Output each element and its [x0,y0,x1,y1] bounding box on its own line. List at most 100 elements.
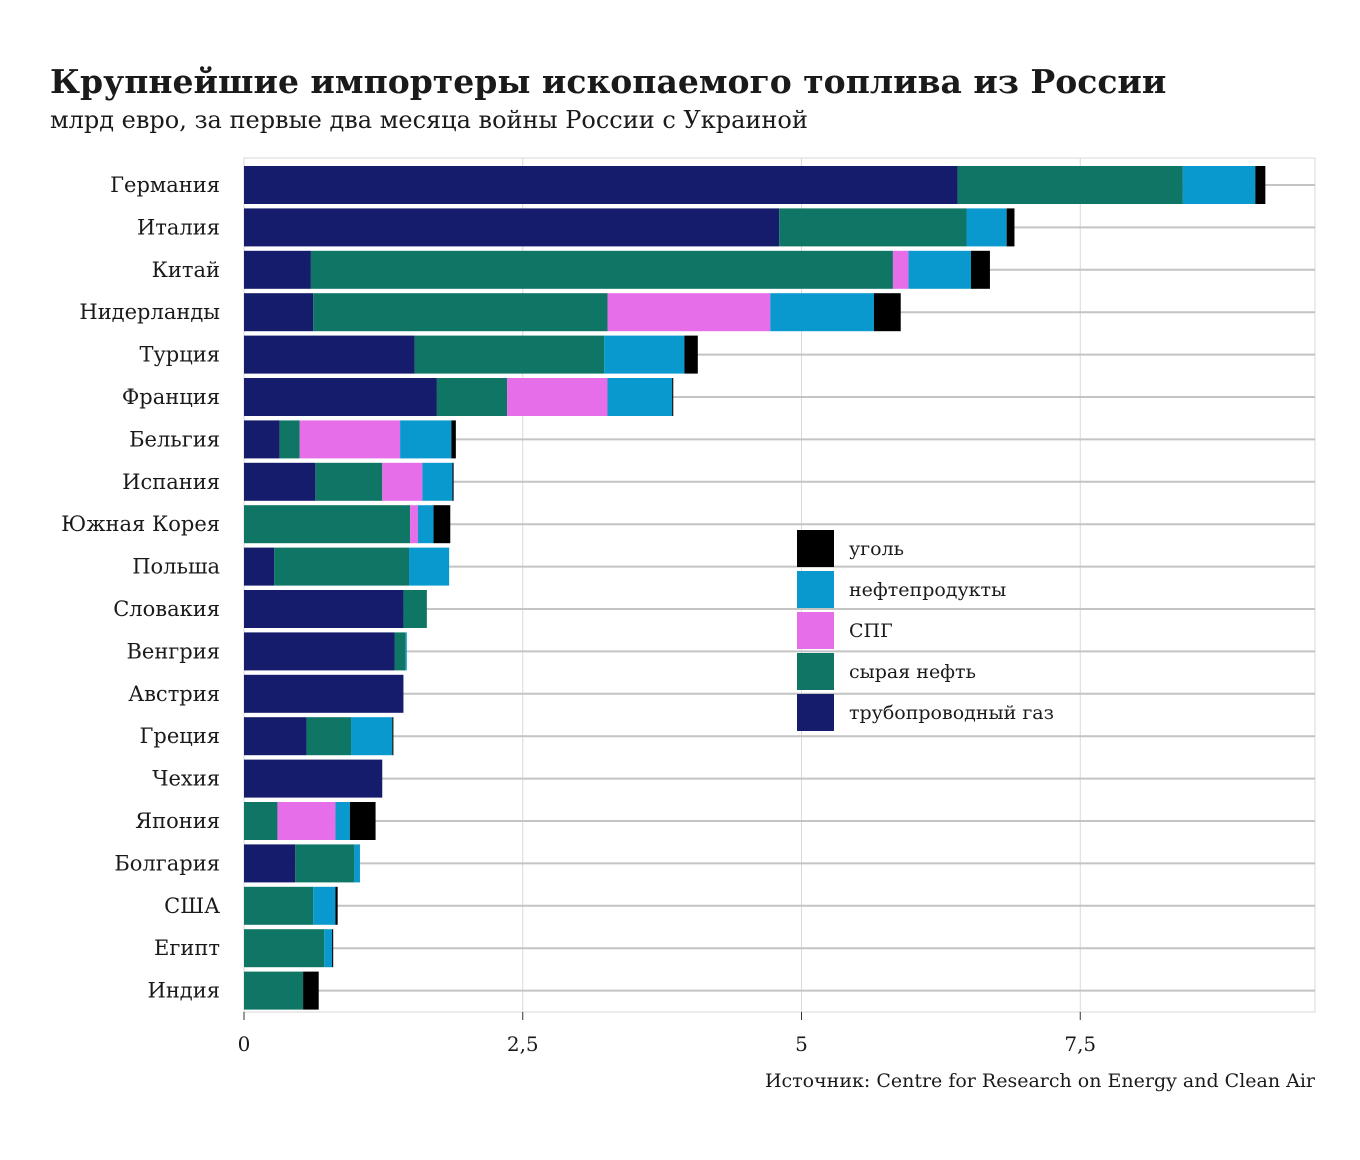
legend-swatch-crude [797,653,834,690]
legend-label-products: нефтепродукты [849,579,1006,601]
bar-segment-crude [436,378,508,416]
bar-segment-products [351,717,393,756]
category-label: Япония [135,809,220,833]
legend-label-lng: СПГ [849,620,893,642]
bar-segment-lng [892,250,909,289]
bar-segment-crude [394,632,406,671]
bar-segment-products [908,250,971,289]
bar-segment-products [400,420,452,459]
legend-label-pipeline: трубопроводный газ [849,702,1054,724]
bar-segment-pipeline [244,208,780,247]
bar-segment-coal [1006,208,1015,247]
x-tick-label: 7,5 [1064,1032,1096,1056]
bar-segment-lng [607,293,771,332]
chart-title: Крупнейшие импортеры ископаемого топлива… [50,62,1167,101]
legend-label-coal: уголь [849,538,904,560]
bar-segment-products [966,208,1007,247]
bars-layer [244,166,1266,1010]
bar-segment-products [770,293,874,332]
bar-segment-lng [382,462,423,501]
category-label: Греция [139,724,220,748]
bar-segment-coal [672,378,674,416]
bar-segment-products [607,378,673,416]
bar-segment-pipeline [244,335,415,374]
bar-segment-products [335,802,350,840]
legend-swatch-lng [797,612,834,649]
bar-segment-pipeline [244,547,275,586]
bar-segment-coal [349,802,376,840]
source-note: Источник: Centre for Research on Energy … [764,1070,1315,1092]
x-axis: 0 2,5 5 7,5 [238,1012,1096,1056]
bar-segment-lng [277,802,336,840]
bar-segment-coal [335,886,338,925]
bar-segment-pipeline [244,674,404,713]
category-label: Италия [137,215,220,239]
bar-segment-crude [306,717,352,756]
bar-segment-crude [274,547,410,586]
bar-segment-pipeline [244,293,314,332]
bar-segment-pipeline [244,250,311,289]
category-label: Словакия [113,597,220,621]
bar-segment-pipeline [244,844,296,883]
bar-segment-coal [970,250,990,289]
bar-segment-coal [451,420,456,459]
bar-segment-crude [244,886,314,925]
bar-segment-coal [433,505,451,544]
category-label: Франция [122,385,220,409]
bar-segment-pipeline [244,717,307,756]
legend: уголь нефтепродукты СПГ сырая нефть трубопро… [797,530,1054,731]
bar-segment-coal [1255,166,1266,204]
bar-segment-crude [957,166,1183,204]
bar-segment-coal [452,462,454,501]
x-tick-label: 0 [238,1032,251,1056]
bar-segment-crude [414,335,605,374]
category-label: Чехия [152,767,220,791]
legend-swatch-products [797,571,834,608]
x-tick-label: 5 [795,1032,808,1056]
bar-segment-pipeline [244,166,958,204]
category-label: Венгрия [126,639,220,663]
category-label: Болгария [114,851,220,875]
category-label: Бельгия [129,427,220,451]
bar-segment-products [405,632,407,671]
bar-segment-products [324,929,333,968]
legend-swatch-coal [797,530,834,567]
bar-segment-pipeline [244,590,404,628]
category-label: Южная Корея [61,512,220,536]
category-label: Китай [152,258,220,282]
legend-label-crude: сырая нефть [849,661,976,683]
bar-segment-products [313,886,336,925]
category-label: Австрия [128,682,220,706]
bar-segment-crude [310,250,893,289]
bar-segment-products [354,844,360,883]
bar-segment-coal [392,717,394,756]
category-labels: Германия Италия Китай Нидерланды Турция Франц… [61,173,220,1003]
category-label: Египт [154,936,220,960]
bar-segment-lng [410,505,418,544]
bar-segment-crude [244,971,304,1010]
bar-segment-products [1182,166,1256,204]
bar-segment-crude [279,420,300,459]
bar-segment-crude [244,929,325,968]
category-label: Индия [148,979,221,1003]
bar-segment-pipeline [244,759,383,798]
category-label: США [164,894,220,918]
category-label: Испания [122,470,220,494]
bar-segment-products [422,462,453,501]
bar-segment-crude [315,462,383,501]
bar-segment-pipeline [244,378,437,416]
bar-segment-crude [295,844,355,883]
category-label: Турция [139,343,220,367]
bar-segment-crude [403,590,427,628]
bar-segment-coal [303,971,319,1010]
category-label: Польша [132,555,220,579]
legend-swatch-pipeline [797,694,834,731]
bar-segment-crude [244,505,411,544]
x-tick-label: 2,5 [507,1032,539,1056]
bar-segment-pipeline [244,462,316,501]
category-label: Нидерланды [79,300,220,324]
bar-segment-pipeline [244,632,395,671]
bar-segment-crude [313,293,608,332]
bar-segment-coal [332,929,334,968]
